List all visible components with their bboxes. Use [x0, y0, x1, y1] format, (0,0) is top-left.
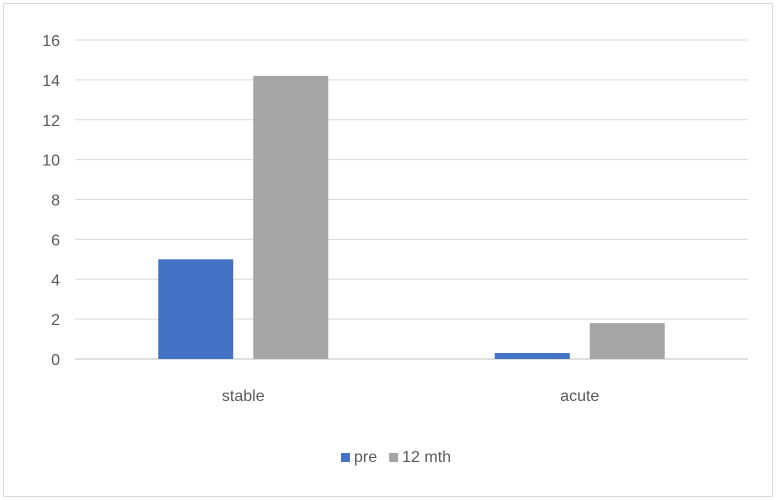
y-tick-label: 14 [42, 73, 60, 90]
bar-pre-stable [158, 259, 234, 359]
y-tick-label: 16 [42, 33, 60, 50]
legend: pre 12 mth [341, 449, 451, 466]
y-tick-label: 12 [42, 113, 60, 130]
y-tick-label: 4 [51, 272, 60, 289]
category-labels: stable acute [222, 388, 600, 405]
legend-swatch [341, 453, 350, 462]
y-tick-label: 2 [51, 312, 60, 329]
y-tick-label: 10 [42, 153, 60, 170]
bar-12-mth-stable [253, 75, 329, 359]
bar-pre-acute [494, 353, 570, 359]
y-tick-label: 0 [51, 352, 60, 369]
legend-label: 12 mth [402, 449, 451, 466]
bar-12-mth-acute [589, 323, 665, 359]
legend-swatch [389, 453, 399, 462]
chart-frame [3, 3, 773, 497]
y-tick-label: 8 [51, 193, 60, 210]
category-label: stable [222, 388, 265, 405]
category-label: acute [560, 388, 599, 405]
bars [158, 75, 665, 359]
legend-label: pre [354, 449, 377, 466]
y-axis-ticks: 0 2 4 6 8 10 12 14 16 [42, 33, 60, 369]
y-tick-label: 6 [51, 232, 60, 249]
